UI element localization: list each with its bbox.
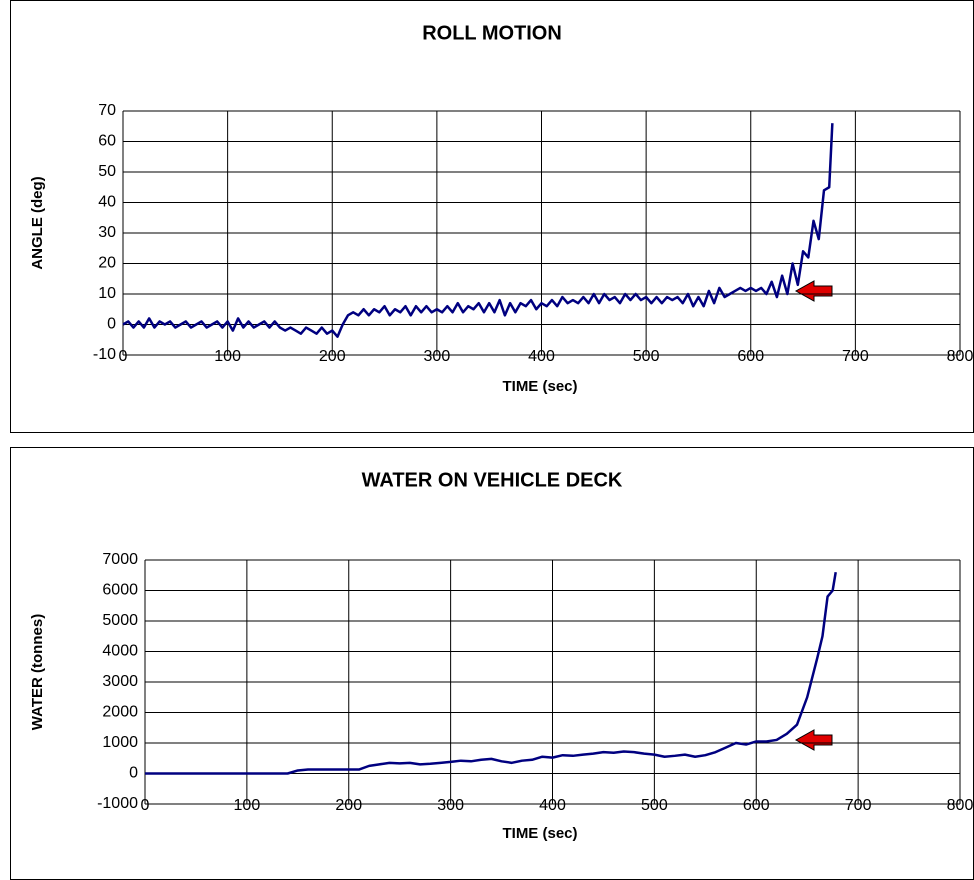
y-tick-label: 50 [98,163,116,180]
y-tick-label: 70 [98,102,116,119]
x-tick-label: 300 [437,797,464,814]
y-tick-label: 0 [129,765,138,782]
y-tick-label: 30 [98,224,116,241]
x-tick-label: 200 [335,797,362,814]
x-tick-label: 400 [528,348,555,365]
y-tick-label: 10 [98,285,116,302]
chart-frame [10,0,974,433]
chart-frame [10,447,974,880]
x-tick-label: 200 [319,348,346,365]
arrow [794,729,833,751]
y-tick-label: 6000 [102,582,138,599]
x-tick-label: 300 [424,348,451,365]
y-tick-label: 4000 [102,643,138,660]
data-line [145,571,837,775]
x-tick-label: 700 [845,797,872,814]
y-tick-label: -1000 [97,795,138,812]
x-tick-label: 0 [141,797,150,814]
y-tick-label: -10 [93,346,116,363]
y-tick-label: 20 [98,255,116,272]
y-tick-label: 7000 [102,551,138,568]
y-tick-label: 40 [98,194,116,211]
y-tick-label: 60 [98,133,116,150]
y-axis-title: WATER (tonnes) [29,614,46,730]
y-tick-label: 2000 [102,704,138,721]
y-tick-label: 0 [107,316,116,333]
x-tick-label: 100 [214,348,241,365]
chart-title: ROLL MOTION [422,22,562,44]
arrow [794,280,833,302]
y-tick-label: 3000 [102,673,138,690]
data-line [122,123,834,338]
x-tick-label: 500 [633,348,660,365]
x-tick-label: 600 [743,797,770,814]
x-tick-label: 800 [947,797,974,814]
x-tick-label: 100 [234,797,261,814]
x-tick-label: 500 [641,797,668,814]
x-tick-label: 800 [947,348,974,365]
x-axis-title: TIME (sec) [502,378,577,395]
chart-title: WATER ON VEHICLE DECK [362,469,623,491]
x-tick-label: 0 [119,348,128,365]
x-tick-label: 600 [737,348,764,365]
x-tick-label: 700 [842,348,869,365]
y-axis-title: ANGLE (deg) [29,176,46,269]
x-tick-label: 400 [539,797,566,814]
y-tick-label: 1000 [102,734,138,751]
y-tick-label: 5000 [102,612,138,629]
x-axis-title: TIME (sec) [502,825,577,842]
